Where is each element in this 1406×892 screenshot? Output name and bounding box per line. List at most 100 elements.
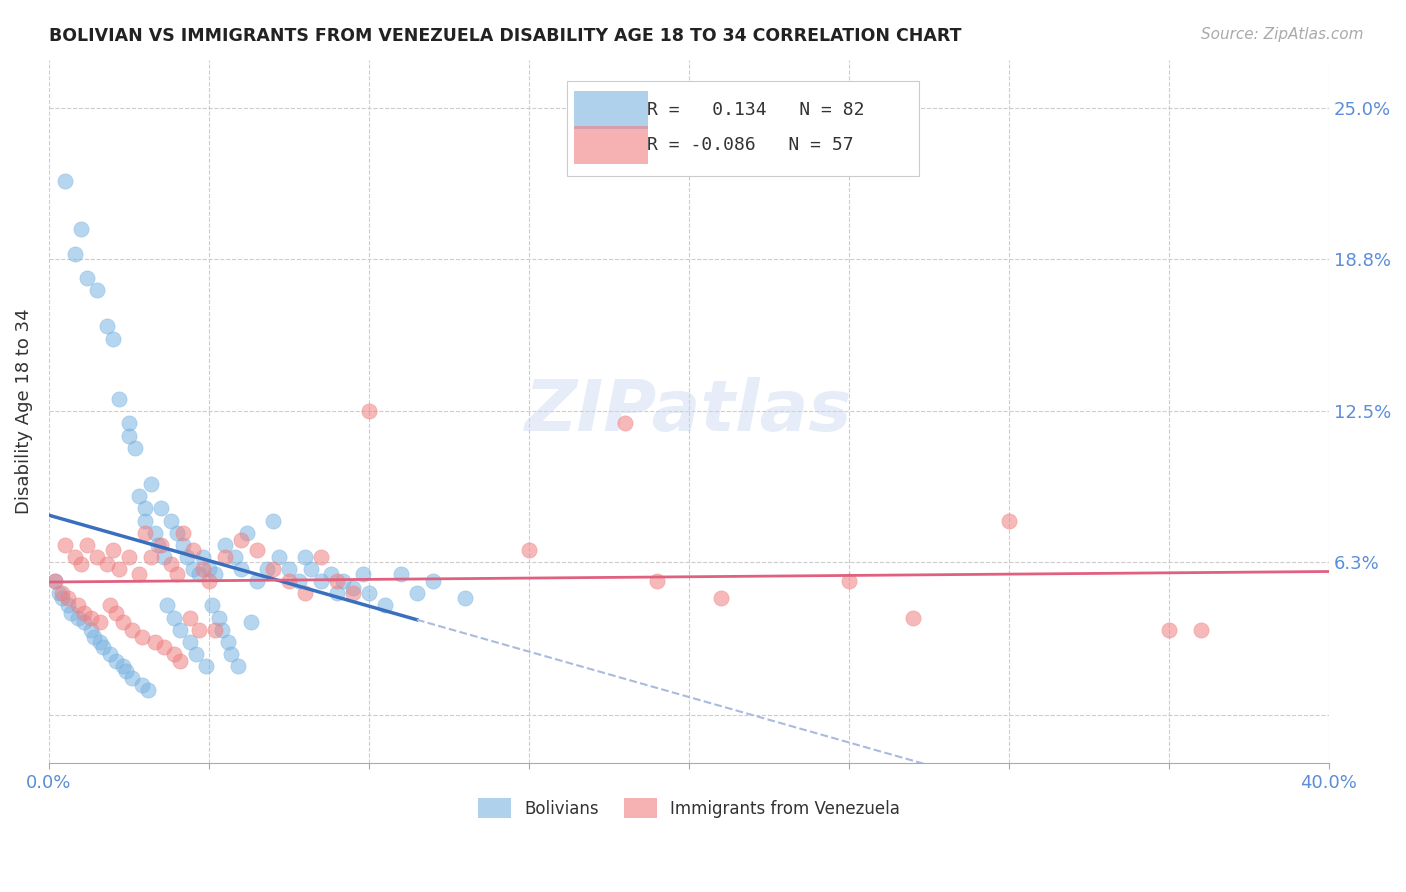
Point	[309, 549, 332, 564]
Point	[156, 599, 179, 613]
Point	[51, 591, 73, 606]
Point	[278, 562, 301, 576]
Point	[108, 392, 131, 407]
Point	[159, 514, 181, 528]
Point	[181, 542, 204, 557]
Point	[269, 549, 291, 564]
Text: R =   0.134   N = 82: R = 0.134 N = 82	[647, 102, 865, 120]
Point	[76, 538, 98, 552]
Point	[166, 525, 188, 540]
Point	[63, 246, 86, 260]
Point	[70, 558, 93, 572]
Point	[517, 542, 540, 557]
Point	[613, 417, 636, 431]
Point	[83, 630, 105, 644]
Point	[96, 319, 118, 334]
Point	[309, 574, 332, 589]
Point	[389, 566, 412, 581]
Text: BOLIVIAN VS IMMIGRANTS FROM VENEZUELA DISABILITY AGE 18 TO 34 CORRELATION CHART: BOLIVIAN VS IMMIGRANTS FROM VENEZUELA DI…	[49, 27, 962, 45]
Point	[96, 558, 118, 572]
Point	[136, 683, 159, 698]
Point	[149, 538, 172, 552]
Point	[111, 659, 134, 673]
Point	[118, 417, 141, 431]
Point	[66, 599, 89, 613]
Point	[357, 404, 380, 418]
Point	[179, 610, 201, 624]
Point	[342, 582, 364, 596]
Point	[214, 549, 236, 564]
Point	[422, 574, 444, 589]
Point	[278, 574, 301, 589]
Point	[217, 635, 239, 649]
Point	[224, 549, 246, 564]
Point	[204, 566, 226, 581]
Point	[105, 606, 128, 620]
FancyBboxPatch shape	[568, 80, 920, 176]
Point	[51, 586, 73, 600]
Point	[294, 549, 316, 564]
Point	[319, 566, 342, 581]
Point	[188, 566, 211, 581]
Point	[44, 574, 66, 589]
Point	[121, 671, 143, 685]
Point	[166, 566, 188, 581]
Point	[163, 647, 186, 661]
Point	[191, 549, 214, 564]
Point	[163, 610, 186, 624]
Point	[169, 623, 191, 637]
Point	[299, 562, 322, 576]
Point	[198, 562, 221, 576]
Point	[118, 549, 141, 564]
Point	[1157, 623, 1180, 637]
Point	[645, 574, 668, 589]
Point	[194, 659, 217, 673]
Point	[374, 599, 396, 613]
Point	[146, 538, 169, 552]
Text: R = -0.086   N = 57: R = -0.086 N = 57	[647, 136, 853, 154]
Point	[63, 549, 86, 564]
Point	[86, 283, 108, 297]
Point	[70, 222, 93, 236]
Point	[332, 574, 354, 589]
Text: Source: ZipAtlas.com: Source: ZipAtlas.com	[1201, 27, 1364, 42]
Point	[229, 562, 252, 576]
Point	[53, 538, 76, 552]
Point	[186, 647, 208, 661]
Point	[294, 586, 316, 600]
Point	[128, 566, 150, 581]
Point	[1189, 623, 1212, 637]
Point	[89, 615, 111, 630]
Point	[838, 574, 860, 589]
Point	[256, 562, 278, 576]
Point	[79, 623, 101, 637]
Point	[239, 615, 262, 630]
Point	[262, 562, 284, 576]
Point	[198, 574, 221, 589]
Point	[53, 174, 76, 188]
Point	[221, 647, 243, 661]
Point	[89, 635, 111, 649]
Point	[66, 610, 89, 624]
Point	[76, 271, 98, 285]
Point	[44, 574, 66, 589]
Point	[118, 428, 141, 442]
Point	[134, 525, 156, 540]
Point	[246, 542, 269, 557]
Point	[101, 542, 124, 557]
Point	[111, 615, 134, 630]
Point	[131, 630, 153, 644]
Point	[60, 606, 83, 620]
Point	[188, 623, 211, 637]
Point	[229, 533, 252, 547]
Point	[179, 635, 201, 649]
Point	[79, 610, 101, 624]
Point	[211, 623, 233, 637]
Point	[98, 647, 121, 661]
Legend: Bolivians, Immigrants from Venezuela: Bolivians, Immigrants from Venezuela	[471, 791, 907, 825]
Point	[406, 586, 429, 600]
Point	[454, 591, 477, 606]
Point	[141, 477, 163, 491]
Point	[262, 514, 284, 528]
Point	[131, 678, 153, 692]
